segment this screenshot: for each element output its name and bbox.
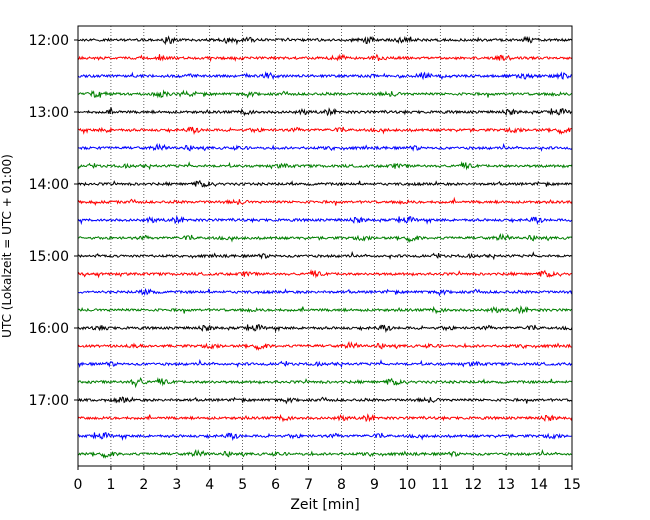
x-tick-label-3: 3 bbox=[172, 477, 181, 493]
y-tick-label-3: 15:00 bbox=[29, 249, 69, 265]
x-tick-label-10: 10 bbox=[398, 477, 416, 493]
y-tick-label-4: 16:00 bbox=[29, 321, 69, 337]
x-tick-label-1: 1 bbox=[106, 477, 115, 493]
y-tick-label-5: 17:00 bbox=[29, 393, 69, 409]
trace-1615 bbox=[77, 341, 573, 351]
trace-1700 bbox=[77, 396, 573, 405]
trace-1600 bbox=[77, 324, 573, 334]
y-tick-label-2: 14:00 bbox=[29, 177, 69, 193]
x-tick-label-15: 15 bbox=[563, 477, 581, 493]
x-axis-ticks: 0 1 2 3 4 5 6 7 8 9 10 11 12 13 14 15 bbox=[74, 466, 581, 493]
trace-1215 bbox=[77, 53, 573, 63]
trace-1400 bbox=[77, 179, 573, 188]
trace-1245 bbox=[77, 89, 573, 99]
trace-1230 bbox=[77, 71, 573, 81]
grid-lines bbox=[110, 26, 540, 466]
plot-frame bbox=[77, 25, 573, 467]
x-tick-label-6: 6 bbox=[271, 477, 280, 493]
trace-1500 bbox=[77, 250, 573, 261]
x-tick-label-4: 4 bbox=[205, 477, 214, 493]
x-tick-label-9: 9 bbox=[370, 477, 379, 493]
trace-1745 bbox=[77, 448, 573, 459]
x-tick-label-13: 13 bbox=[497, 477, 515, 493]
y-axis-label: UTC (Lokalzeit = UTC + 01:00) bbox=[0, 154, 14, 338]
x-tick-label-0: 0 bbox=[74, 477, 83, 493]
x-tick-label-11: 11 bbox=[431, 477, 449, 493]
traces bbox=[77, 35, 573, 459]
trace-1345 bbox=[77, 161, 573, 171]
trace-1315 bbox=[77, 126, 573, 136]
x-axis-label: Zeit [min] bbox=[290, 497, 359, 513]
x-tick-label-7: 7 bbox=[304, 477, 313, 493]
trace-1715 bbox=[77, 413, 573, 423]
x-tick-label-5: 5 bbox=[238, 477, 247, 493]
trace-1415 bbox=[77, 196, 573, 207]
trace-1515 bbox=[77, 269, 573, 279]
trace-1645 bbox=[77, 376, 573, 389]
x-tick-label-14: 14 bbox=[530, 477, 548, 493]
trace-1530 bbox=[77, 287, 573, 297]
trace-1630 bbox=[77, 358, 573, 369]
trace-1730 bbox=[77, 432, 573, 442]
trace-1430 bbox=[77, 215, 573, 226]
trace-1200 bbox=[77, 35, 573, 46]
y-tick-label-0: 12:00 bbox=[29, 33, 69, 49]
x-tick-label-2: 2 bbox=[139, 477, 148, 493]
trace-1330 bbox=[77, 142, 573, 152]
x-tick-label-12: 12 bbox=[464, 477, 482, 493]
y-axis-ticks: 12:00 13:00 14:00 15:00 16:00 17:00 bbox=[29, 33, 78, 409]
trace-1300 bbox=[77, 107, 573, 117]
trace-1445 bbox=[77, 233, 573, 243]
y-tick-label-1: 13:00 bbox=[29, 105, 69, 121]
trace-1545 bbox=[77, 305, 573, 315]
x-tick-label-8: 8 bbox=[337, 477, 346, 493]
